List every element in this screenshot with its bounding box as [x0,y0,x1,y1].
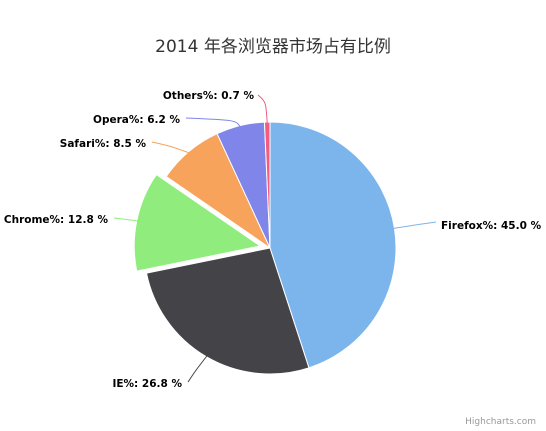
connector-opera [185,117,242,128]
credits-link[interactable]: Highcharts.com [465,417,536,427]
data-label-ie: IE%: 26.8 % [112,378,182,390]
connector-firefox [392,221,437,230]
data-label-firefox: Firefox%: 45.0 % [441,220,542,232]
connector-ie [187,354,208,383]
chart-title: 2014 年各浏览器市场占有比例 [155,37,391,57]
data-label-opera: Opera%: 6.2 % [93,114,180,126]
data-label-safari: Safari%: 8.5 % [60,138,147,150]
label-connectors [113,94,437,383]
data-label-chrome: Chrome%: 12.8 % [4,214,109,226]
connector-safari [151,141,191,154]
data-label-others: Others%: 0.7 % [163,90,255,102]
connector-others [257,94,268,125]
connector-chrome [113,217,139,222]
data-labels: Firefox%: 45.0 % IE%: 26.8 % Chrome%: 12.8… [4,90,542,390]
pie-slices [133,121,397,375]
